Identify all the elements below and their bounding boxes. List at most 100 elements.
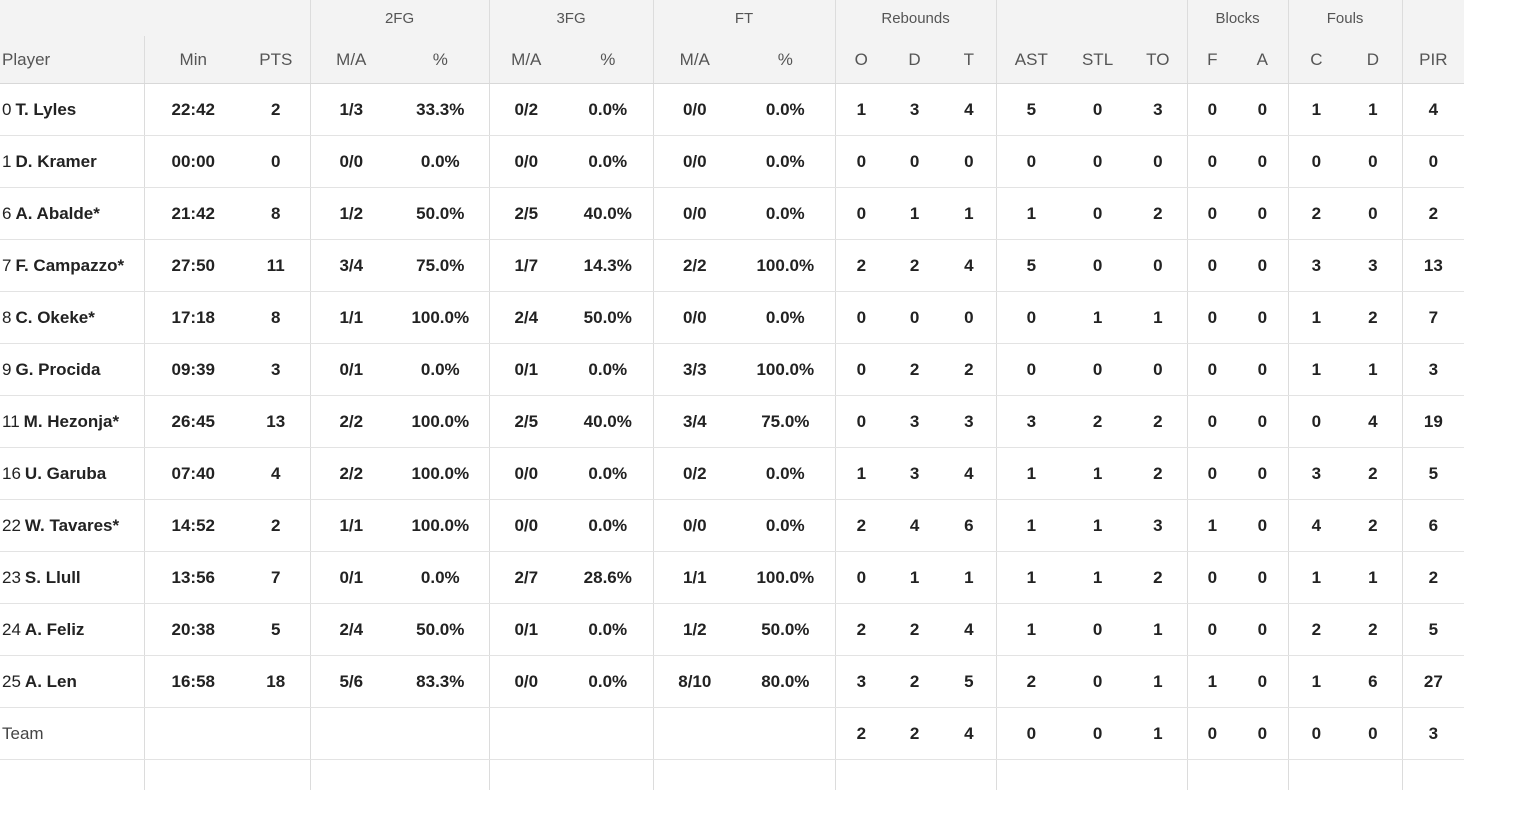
cell-reb-t: 4 [942, 707, 997, 760]
col-header-blk-f[interactable]: F [1186, 36, 1238, 84]
cell-reb-o: 0 [834, 395, 888, 448]
player-cell[interactable]: 25 A. Len [0, 655, 144, 708]
box-score-table: 2FG 3FG FT Rebounds Blocks Fouls Player … [0, 0, 1464, 790]
cell-fg2-pct: 100.0% [392, 291, 490, 344]
col-header-min[interactable]: Min [143, 36, 242, 84]
cell-ft-pct: 75.0% [736, 395, 836, 448]
cell-stl: 1 [1066, 551, 1130, 604]
col-header-reb-d[interactable]: D [887, 36, 943, 84]
cell-foul-c: 1 [1287, 83, 1345, 136]
cell-min: 22:42 [143, 83, 242, 136]
player-cell[interactable]: 24 A. Feliz [0, 603, 144, 656]
table-row[interactable]: 1 D. Kramer 00:00 0 0/0 0.0% 0/0 0.0% 0/0 0.0% 0 0 0… [0, 135, 1464, 188]
cell-min: 00:00 [143, 135, 242, 188]
player-name-link[interactable]: D. Kramer [15, 151, 97, 171]
cell-fg2-ma: 1/1 [309, 291, 393, 344]
cell-blk-a: 0 [1237, 187, 1289, 240]
table-row[interactable]: 0 T. Lyles 22:42 2 1/3 33.3% 0/2 0.0% 0/0 0.0% 1 3 4… [0, 83, 1464, 136]
player-name-link[interactable]: F. Campazzo* [15, 255, 125, 275]
col-header-reb-t[interactable]: T [942, 36, 997, 84]
player-cell[interactable]: 1 D. Kramer [0, 135, 144, 188]
player-name-link[interactable]: G. Procida [15, 359, 101, 379]
player-name-link[interactable]: W. Tavares* [24, 515, 120, 535]
cell-blk-f: 2 [1186, 759, 1238, 790]
cell-min: 13:56 [143, 551, 242, 604]
cell-fg2-ma: 1/3 [309, 83, 393, 136]
table-header: 2FG 3FG FT Rebounds Blocks Fouls Player … [0, 0, 1464, 84]
player-cell[interactable]: 11 M. Hezonja* [0, 395, 144, 448]
cell-pir: 3 [1401, 707, 1464, 760]
cell-blk-a: 0 [1237, 603, 1289, 656]
col-header-to[interactable]: TO [1129, 36, 1188, 84]
cell-ft-ma: 0/0 [652, 291, 737, 344]
table-row[interactable]: 22 W. Tavares* 14:52 2 1/1 100.0% 0/0 0.0% 0/0 0.… [0, 499, 1464, 552]
cell-foul-d: 1 [1344, 551, 1403, 604]
col-header-foul-c[interactable]: C [1287, 36, 1345, 84]
cell-reb-o: 1 [834, 83, 888, 136]
col-header-2fg-pct[interactable]: % [392, 36, 490, 84]
player-name-link[interactable]: M. Hezonja* [23, 411, 120, 431]
cell-blk-f: 1 [1186, 655, 1238, 708]
player-name-link[interactable]: T. Lyles [15, 99, 77, 119]
col-header-ft-ma[interactable]: M/A [652, 36, 737, 84]
col-header-pts[interactable]: PTS [242, 36, 311, 84]
player-name-link[interactable]: U. Garuba [24, 463, 107, 483]
player-name-link[interactable]: A. Len [24, 671, 77, 691]
cell-ast: 5 [995, 83, 1067, 136]
cell-ft-ma: 3/4 [652, 395, 737, 448]
cell-min: 16:58 [143, 655, 242, 708]
cell-fg2-ma: 0/1 [309, 551, 393, 604]
col-header-3fg-pct[interactable]: % [563, 36, 654, 84]
col-header-reb-o[interactable]: O [834, 36, 888, 84]
cell-pir: 5 [1401, 447, 1464, 500]
table-row[interactable]: 11 M. Hezonja* 26:45 13 2/2 100.0% 2/5 40.0% 3/4… [0, 395, 1464, 448]
cell-min: 07:40 [143, 447, 242, 500]
col-header-3fg-ma[interactable]: M/A [488, 36, 564, 84]
cell-pir: 13 [1401, 239, 1464, 292]
cell-stl: 0 [1066, 187, 1130, 240]
player-cell[interactable]: 16 U. Garuba [0, 447, 144, 500]
cell-stl: 0 [1066, 135, 1130, 188]
player-cell[interactable]: 9 G. Procida [0, 343, 144, 396]
group-header-misc [995, 0, 1188, 36]
table-row[interactable]: 25 A. Len 16:58 18 5/6 83.3% 0/0 0.0% 8/10 80.0% 3… [0, 655, 1464, 708]
player-cell[interactable]: 6 A. Abalde* [0, 187, 144, 240]
col-header-blk-a[interactable]: A [1237, 36, 1289, 84]
table-row[interactable]: 7 F. Campazzo* 27:50 11 3/4 75.0% 1/7 14.3% 2/2 1… [0, 239, 1464, 292]
cell-fg3-ma: 2/5 [488, 187, 564, 240]
player-number: 22 [2, 515, 21, 535]
cell-ft-ma: 1/2 [652, 603, 737, 656]
col-header-stl[interactable]: STL [1066, 36, 1130, 84]
player-cell[interactable]: 22 W. Tavares* [0, 499, 144, 552]
table-row[interactable]: 9 G. Procida 09:39 3 0/1 0.0% 0/1 0.0% 3/3 100.0%… [0, 343, 1464, 396]
cell-blk-f: 0 [1186, 707, 1238, 760]
player-cell[interactable]: 7 F. Campazzo* [0, 239, 144, 292]
cell-ast: 2 [995, 655, 1067, 708]
col-header-foul-d[interactable]: D [1344, 36, 1403, 84]
cell-stl: 0 [1066, 655, 1130, 708]
cell-foul-d: 0 [1344, 135, 1403, 188]
table-row[interactable]: 6 A. Abalde* 21:42 8 1/2 50.0% 2/5 40.0% 0/0 0.0%… [0, 187, 1464, 240]
player-number: 16 [2, 463, 21, 483]
player-cell[interactable]: 8 C. Okeke* [0, 291, 144, 344]
player-cell[interactable]: 23 S. Llull [0, 551, 144, 604]
cell-fg3-pct [563, 707, 654, 760]
cell-to: 1 [1129, 291, 1188, 344]
player-name-link[interactable]: S. Llull [24, 567, 81, 587]
table-row[interactable]: 23 S. Llull 13:56 7 0/1 0.0% 2/7 28.6% 1/1 100.0%… [0, 551, 1464, 604]
player-cell[interactable]: 0 T. Lyles [0, 83, 144, 136]
col-header-player[interactable]: Player [0, 36, 144, 84]
player-name-link[interactable]: C. Okeke* [15, 307, 95, 327]
table-row[interactable]: 24 A. Feliz 20:38 5 2/4 50.0% 0/1 0.0% 1/2 50.0% 2… [0, 603, 1464, 656]
table-row[interactable]: 8 C. Okeke* 17:18 8 1/1 100.0% 2/4 50.0% 0/0 0.0%… [0, 291, 1464, 344]
player-name-link[interactable]: A. Abalde* [15, 203, 100, 223]
col-header-ft-pct[interactable]: % [736, 36, 836, 84]
cell-foul-d: 6 [1344, 655, 1403, 708]
col-header-ast[interactable]: AST [995, 36, 1067, 84]
table-row[interactable]: 16 U. Garuba 07:40 4 2/2 100.0% 0/0 0.0% 0/2 0.0%… [0, 447, 1464, 500]
cell-foul-c: 3 [1287, 239, 1345, 292]
col-header-pir[interactable]: PIR [1401, 36, 1464, 84]
cell-fg3-pct: 0.0% [563, 603, 654, 656]
player-name-link[interactable]: A. Feliz [24, 619, 85, 639]
col-header-2fg-ma[interactable]: M/A [309, 36, 393, 84]
